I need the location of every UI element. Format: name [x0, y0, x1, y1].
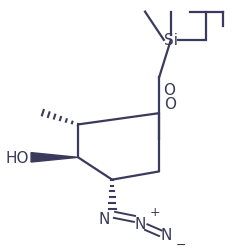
Text: N: N — [135, 216, 146, 231]
Text: Si: Si — [164, 33, 178, 48]
Polygon shape — [31, 153, 78, 162]
Text: HO: HO — [5, 150, 29, 165]
Text: +: + — [150, 205, 160, 218]
Text: −: − — [176, 238, 186, 250]
Text: O: O — [164, 96, 176, 111]
Text: O: O — [163, 83, 175, 98]
Text: N: N — [160, 227, 172, 242]
Text: N: N — [98, 212, 110, 226]
